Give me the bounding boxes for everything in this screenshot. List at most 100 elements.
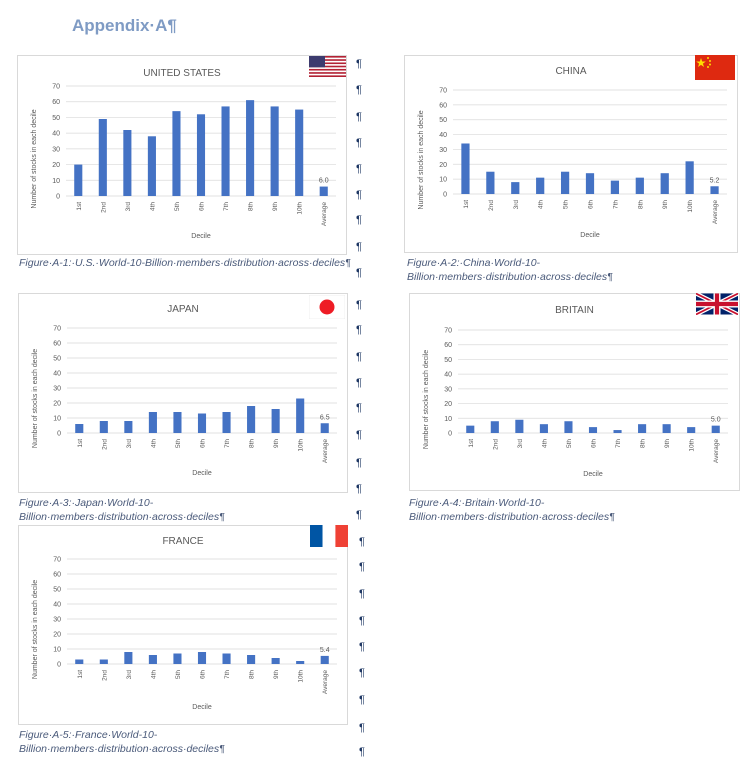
y-tick-label: 10 [444,416,452,423]
x-tick-label: 7th [224,670,231,679]
y-tick-label: 20 [53,401,61,408]
bar-average [320,655,329,664]
bar-10th [295,109,304,196]
paragraph-mark: ¶ [356,429,362,441]
y-tick-label: 40 [53,602,61,609]
x-tick-label: 9th [664,439,671,448]
y-tick-label: 40 [52,131,60,138]
x-tick-label: 6th [200,439,207,448]
y-tick-label: 20 [53,632,61,639]
x-tick-label: Average [713,439,720,463]
y-tick-label: 40 [444,372,452,379]
bar-5th [172,111,181,196]
bar-10th [685,161,694,194]
y-axis-label: Number of stocks in each decile [32,580,39,679]
bar-4th [148,655,157,664]
paragraph-mark: ¶ [359,588,365,600]
bar-7th [222,412,231,433]
uk-flag-icon [696,293,738,315]
x-tick-label: 2nd [100,202,107,213]
bar-5th [173,653,182,664]
x-tick-label: 10th [297,202,304,215]
bar-3rd [124,652,133,664]
caption-britain: Figure·A-4:·Britain·World-10-Billion·mem… [409,497,615,523]
paragraph-mark: ¶ [359,536,365,548]
japan-flag-icon [309,295,345,319]
y-tick-label: 60 [444,342,452,349]
paragraph-mark: ¶ [356,457,362,469]
average-data-label: 5.4 [320,647,330,654]
x-tick-label: 1st [77,439,84,448]
x-axis-label: Decile [191,233,211,240]
y-tick-label: 10 [52,178,60,185]
x-tick-label: 1st [468,439,475,448]
paragraph-mark: ¶ [356,84,362,96]
y-tick-label: 70 [439,88,447,95]
chart-title: CHINA [555,66,586,77]
x-tick-label: 7th [612,200,619,209]
x-tick-label: 2nd [101,670,108,681]
x-tick-label: Average [712,200,719,224]
x-tick-label: 3rd [126,670,133,680]
chart-britain: BRITAIN 0 10 20 30 40 50 60 70 Number of stocks i… [409,293,740,491]
x-tick-label: 8th [640,439,647,448]
paragraph-mark: ¶ [356,189,362,201]
x-tick-label: 5th [566,439,573,448]
y-tick-label: 20 [52,162,60,169]
x-tick-label: 10th [689,439,696,452]
x-tick-label: 7th [223,202,230,211]
chart-us: UNITED STATES 0 10 20 30 40 50 60 70 Number of st… [17,55,347,255]
bar-8th [638,424,647,433]
paragraph-mark: ¶ [356,402,362,414]
paragraph-mark: ¶ [356,509,362,521]
y-tick-label: 30 [439,147,447,154]
france-flag-icon [310,525,348,547]
y-tick-label: 0 [57,431,61,438]
x-tick-label: 5th [175,439,182,448]
y-tick-label: 70 [444,328,452,335]
chart-france: FRANCE 0 10 20 30 40 50 60 70 Number of stocks in… [18,525,348,725]
paragraph-mark: ¶ [356,163,362,175]
paragraph-mark: ¶ [356,58,362,70]
chart-title: JAPAN [167,304,199,315]
bar-7th [610,180,620,194]
x-tick-label: 3rd [513,200,520,210]
y-tick-label: 70 [53,326,61,333]
x-tick-label: 4th [150,439,157,448]
x-tick-label: 7th [224,439,231,448]
bar-10th [687,427,696,433]
x-tick-label: 1st [463,200,470,209]
bar-3rd [515,419,524,433]
x-axis-label: Decile [192,704,212,711]
paragraph-mark: ¶ [356,377,362,389]
y-tick-label: 70 [53,557,61,564]
bar-4th [147,136,156,196]
bar-2nd [490,421,499,433]
paragraph-mark: ¶ [356,241,362,253]
chart-china: CHINA 0 10 20 30 40 50 60 70 Number of stocks in … [404,55,738,253]
bar-4th [539,424,548,433]
bar-8th [247,655,256,664]
bar-2nd [99,659,108,664]
bar-7th [222,653,231,664]
chart-japan-svg: JAPAN 0 10 20 30 40 50 60 70 Number of stocks in … [32,304,337,477]
paragraph-mark: ¶ [356,137,362,149]
paragraph-mark: ¶ [359,667,365,679]
bar-2nd [98,119,107,196]
y-tick-label: 10 [53,416,61,423]
x-tick-label: 9th [273,439,280,448]
x-tick-label: 9th [662,200,669,209]
bar-9th [271,409,280,433]
bar-2nd [486,171,495,194]
caption-china: Figure·A-2:·China·World-10-Billion·membe… [407,257,613,283]
x-tick-label: 1st [76,202,83,211]
x-tick-label: 10th [298,670,305,683]
bar-9th [662,424,671,433]
chart-china-svg: CHINA 0 10 20 30 40 50 60 70 Number of stocks in … [418,66,727,239]
x-tick-label: Average [322,439,329,463]
paragraph-mark: ¶ [359,641,365,653]
china-flag-icon [695,55,735,80]
paragraph-mark: ¶ [359,746,365,758]
average-data-label: 5.2 [710,177,720,184]
x-tick-label: Average [321,202,328,226]
